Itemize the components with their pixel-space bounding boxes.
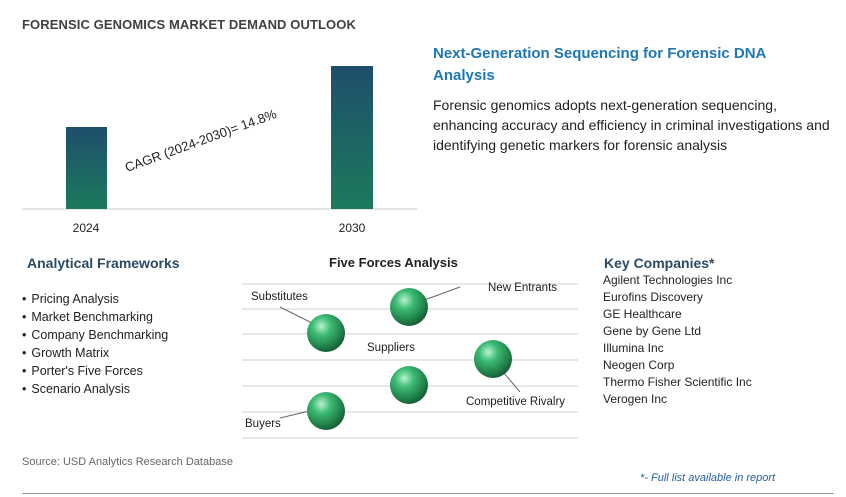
x-tick-label-2030: 2030 bbox=[339, 221, 366, 235]
list-item: Pricing Analysis bbox=[22, 290, 168, 308]
sphere-buyers bbox=[307, 392, 345, 430]
bottom-divider bbox=[22, 493, 834, 494]
label-suppliers: Suppliers bbox=[367, 342, 415, 354]
label-new-entrants: New Entrants bbox=[488, 282, 558, 294]
list-item: Verogen Inc bbox=[603, 392, 668, 406]
key-companies-list: Agilent Technologies Inc Eurofins Discov… bbox=[603, 272, 752, 408]
page-title: FORENSIC GENOMICS MARKET DEMAND OUTLOOK bbox=[22, 17, 356, 32]
list-item: Market Benchmarking bbox=[22, 308, 168, 326]
analytical-frameworks-list: Pricing Analysis Market Benchmarking Com… bbox=[22, 290, 168, 398]
highlight-description: Forensic genomics adopts next-generation… bbox=[433, 97, 830, 153]
highlight-title: Next-Generation Sequencing for Forensic … bbox=[433, 45, 766, 84]
list-item: Neogen Corp bbox=[603, 358, 675, 372]
footnote: *- Full list available in report bbox=[640, 472, 776, 484]
list-item: Growth Matrix bbox=[22, 344, 168, 362]
sphere-new-entrants bbox=[390, 288, 428, 326]
list-item: Illumina Inc bbox=[603, 341, 664, 355]
sphere-competitive-rivalry bbox=[474, 340, 512, 378]
five-forces-title: Five Forces Analysis bbox=[329, 255, 458, 270]
sphere-suppliers bbox=[390, 366, 428, 404]
sphere-substitutes bbox=[307, 314, 345, 352]
list-item: Eurofins Discovery bbox=[603, 290, 704, 304]
bar-2030 bbox=[331, 66, 373, 209]
list-item: Scenario Analysis bbox=[22, 380, 168, 398]
analytical-frameworks-title: Analytical Frameworks bbox=[27, 255, 180, 271]
list-item: Gene by Gene Ltd bbox=[603, 324, 702, 338]
x-tick-label-2024: 2024 bbox=[73, 221, 100, 235]
source-note: Source: USD Analytics Research Database bbox=[22, 456, 233, 468]
list-item: Porter's Five Forces bbox=[22, 362, 168, 380]
key-companies-title: Key Companies* bbox=[604, 255, 715, 271]
label-buyers: Buyers bbox=[245, 418, 281, 430]
label-substitutes: Substitutes bbox=[251, 291, 308, 303]
list-item: GE Healthcare bbox=[603, 307, 682, 321]
list-item: Company Benchmarking bbox=[22, 326, 168, 344]
label-competitive-rivalry: Competitive Rivalry bbox=[466, 396, 566, 408]
list-item: Agilent Technologies Inc bbox=[603, 273, 733, 287]
list-item: Thermo Fisher Scientific Inc bbox=[603, 375, 752, 389]
bar-2024 bbox=[66, 127, 107, 209]
